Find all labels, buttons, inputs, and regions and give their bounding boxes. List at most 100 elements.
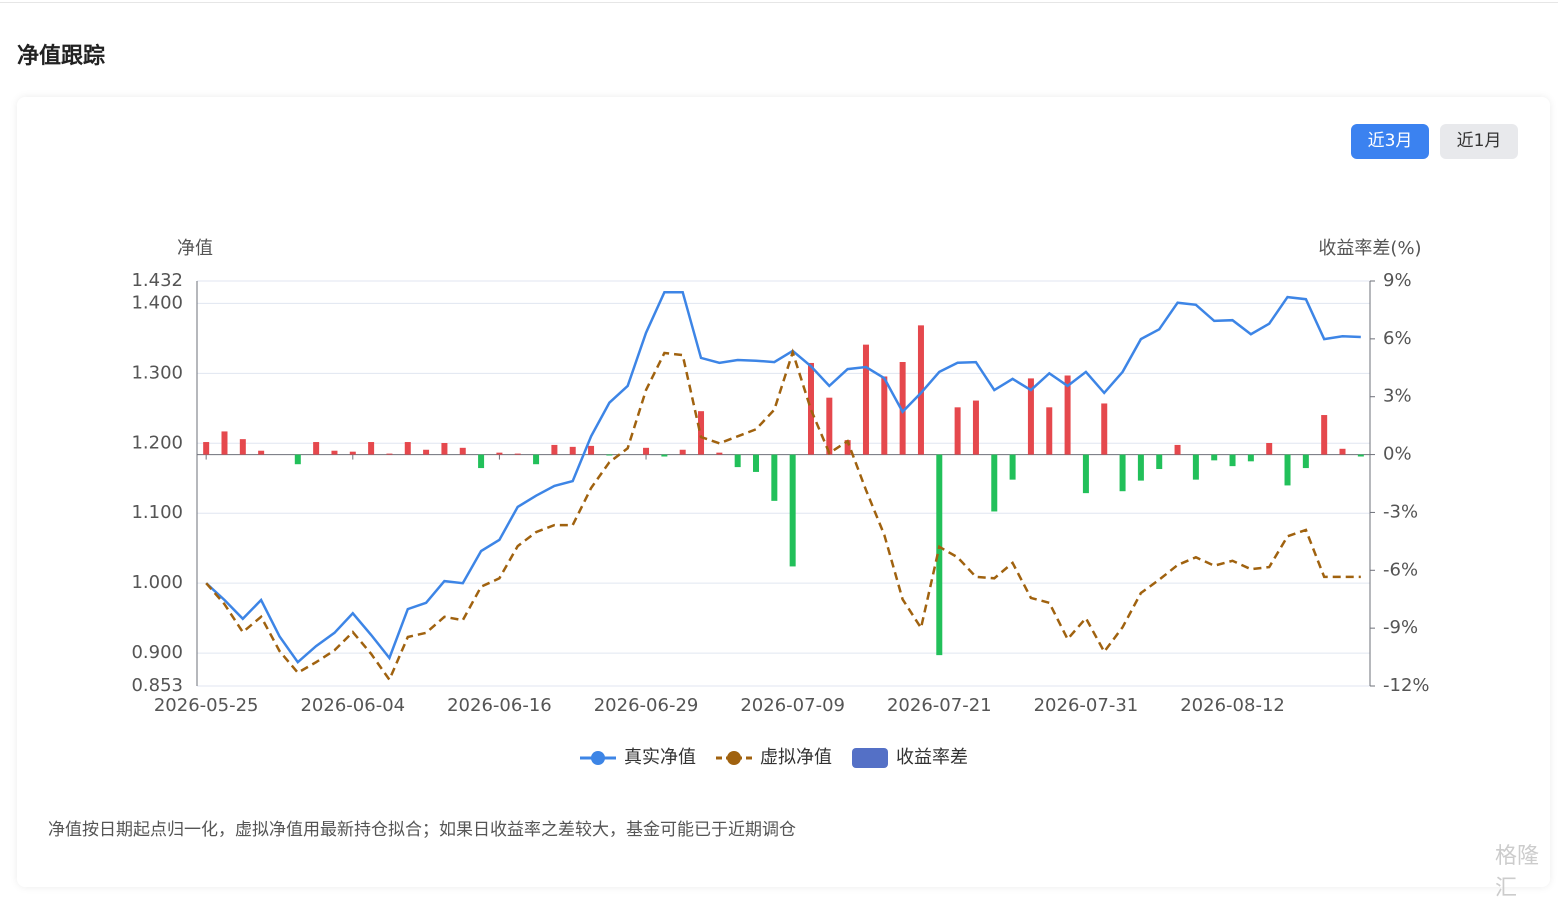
bar — [1284, 454, 1291, 486]
bar — [1064, 375, 1071, 455]
y-tick-label: 1.432 — [131, 270, 183, 291]
top-border — [0, 2, 1558, 3]
legend-marker — [727, 751, 741, 765]
y2-tick-label: -3% — [1383, 501, 1418, 522]
bar — [1321, 415, 1328, 455]
bar — [1302, 454, 1309, 469]
bar — [954, 407, 961, 455]
card — [17, 97, 1550, 887]
y2-tick-label: 3% — [1383, 386, 1412, 407]
bar — [789, 454, 796, 567]
y2-tick-label: 9% — [1383, 270, 1412, 291]
bar — [459, 447, 466, 455]
bar — [533, 454, 540, 465]
bar — [1009, 454, 1016, 480]
bar — [1082, 454, 1089, 494]
y2-axis-title: 收益率差(%) — [1318, 238, 1421, 259]
bar — [349, 451, 356, 455]
bar — [496, 452, 503, 455]
y2-tick-label: -12% — [1383, 675, 1430, 696]
bar — [716, 452, 723, 455]
x-tick-label: 2026-05-25 — [154, 695, 259, 716]
bar — [862, 344, 869, 455]
page-title: 净值跟踪 — [17, 44, 106, 69]
bar — [514, 453, 521, 455]
bar — [1119, 454, 1126, 492]
y2-tick-label: -9% — [1383, 617, 1418, 638]
bar — [294, 454, 301, 465]
bar — [881, 376, 888, 455]
bar — [1357, 454, 1364, 457]
bar — [1339, 448, 1346, 455]
legend-label: 真实净值 — [624, 747, 696, 768]
bar — [569, 446, 576, 455]
range-button[interactable]: 近1月 — [1440, 124, 1518, 159]
bar — [643, 447, 650, 455]
bar — [386, 453, 393, 455]
bar — [771, 454, 778, 501]
bar — [404, 442, 411, 455]
bar — [1211, 454, 1218, 461]
bar — [1046, 407, 1053, 455]
bar — [423, 449, 430, 455]
bar — [1266, 443, 1273, 455]
bar — [588, 445, 595, 455]
y-tick-label: 0.853 — [131, 675, 183, 696]
x-tick-label: 2026-07-31 — [1034, 695, 1139, 716]
y-axis-title: 净值 — [177, 238, 213, 259]
bar — [1174, 444, 1181, 455]
line — [205, 290, 1361, 665]
y-tick-label: 0.900 — [131, 642, 183, 663]
y2-tick-label: 6% — [1383, 328, 1412, 349]
y-tick-label: 1.000 — [131, 572, 183, 593]
bar — [753, 454, 760, 472]
bar — [441, 443, 448, 455]
x-tick-label: 2026-07-21 — [887, 695, 992, 716]
x-tick-label: 2026-08-12 — [1180, 695, 1285, 716]
y-tick-label: 1.100 — [131, 502, 183, 523]
bar — [917, 325, 924, 455]
legend-label: 收益率差 — [896, 747, 968, 768]
bar — [826, 397, 833, 455]
bar — [936, 454, 943, 656]
bar — [478, 454, 485, 469]
y-tick-label: 1.200 — [131, 432, 183, 453]
bar — [991, 454, 998, 512]
y2-tick-label: 0% — [1383, 444, 1412, 465]
bar — [972, 400, 979, 455]
footnote: 净值按日期起点归一化，虚拟净值用最新持仓拟合；如果日收益率之差较大，基金可能已于… — [48, 820, 796, 840]
legend-swatch — [852, 748, 888, 768]
bar — [258, 450, 265, 455]
legend-marker — [591, 751, 605, 765]
x-tick-label: 2026-06-04 — [300, 695, 405, 716]
bar — [807, 362, 814, 455]
bar — [551, 444, 558, 455]
bar — [331, 450, 338, 455]
bar — [734, 454, 741, 468]
bar — [1101, 403, 1108, 455]
y2-tick-label: -6% — [1383, 559, 1418, 580]
bar — [1192, 454, 1199, 480]
bar — [313, 442, 320, 455]
bar — [698, 411, 705, 455]
line — [205, 348, 1361, 683]
bar — [239, 439, 246, 455]
x-tick-label: 2026-06-16 — [447, 695, 552, 716]
bar — [203, 442, 210, 455]
x-tick-label: 2026-06-29 — [594, 695, 699, 716]
x-tick-label: 2026-07-09 — [740, 695, 845, 716]
bar — [1027, 378, 1034, 455]
bar — [1156, 454, 1163, 470]
bar — [679, 449, 686, 455]
chart: 净值 收益率差(%) 0.853 0.900 1.000 1.100 1.200 1.300 1… — [131, 238, 1430, 768]
bar — [1137, 454, 1144, 481]
bar — [606, 454, 613, 456]
range-button[interactable]: 近3月 — [1351, 124, 1429, 159]
y-tick-label: 1.400 — [131, 292, 183, 313]
bar — [661, 454, 668, 457]
watermark: 格隆汇 — [1495, 844, 1540, 901]
legend-label: 虚拟净值 — [760, 747, 832, 768]
bar — [1247, 454, 1254, 462]
bar — [368, 442, 375, 455]
